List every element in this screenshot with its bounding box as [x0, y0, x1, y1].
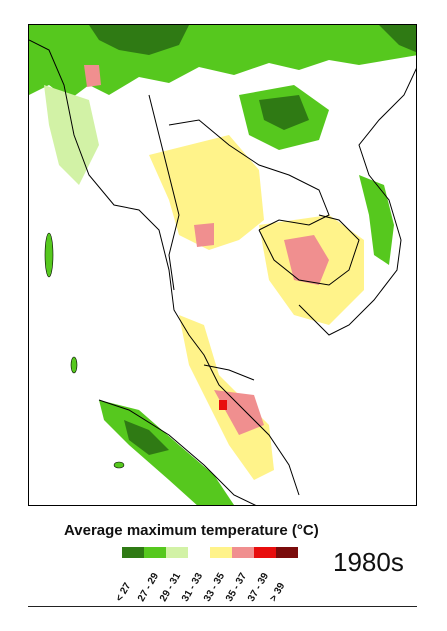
patch-myanmar-lightgreen [44, 85, 99, 185]
patch-peninsula-red [219, 400, 227, 410]
legend-label-3: 31 - 33 [180, 571, 206, 604]
temperature-patches [29, 25, 416, 505]
legend-label-4: 33 - 35 [202, 571, 228, 604]
patch-laos-darkgreen [259, 95, 309, 130]
legend-swatch-5 [232, 547, 254, 558]
coastline-east [298, 68, 416, 336]
border-myanmar-thailand [148, 94, 180, 291]
patch-north-darkgreen [89, 25, 189, 55]
decade-label: 1980s [333, 547, 404, 577]
island-nicobar [70, 356, 78, 374]
bottom-divider [28, 606, 417, 607]
island-small-1 [113, 461, 125, 469]
legend-label-5: 35 - 37 [224, 571, 250, 604]
legend-swatch-1 [144, 547, 166, 558]
patch-sumatra-green [99, 400, 234, 505]
legend-swatch-3 [188, 547, 210, 558]
legend-color-bar [122, 547, 298, 558]
patch-myanmar-west-pink [84, 65, 101, 87]
border-malaysia [203, 364, 255, 381]
patch-vietnam-coast-green [359, 175, 394, 265]
coastline-mainland [29, 39, 300, 496]
country-borders [29, 39, 416, 505]
legend-swatch-7 [276, 547, 298, 558]
legend-swatch-0 [122, 547, 144, 558]
islands [44, 232, 125, 469]
coastline-sumatra [98, 399, 256, 505]
legend-label-0: < 27 [114, 581, 134, 604]
patch-bangkok-pink [194, 223, 214, 247]
patch-northeast-darkgreen [379, 25, 416, 53]
legend-title: Average maximum temperature (°C) [64, 522, 319, 539]
legend-label-7: > 39 [268, 581, 288, 604]
legend-swatch-6 [254, 547, 276, 558]
patch-cambodia-pink [284, 235, 329, 285]
border-thailand-laos [168, 119, 330, 231]
legend-label-1: 27 - 29 [136, 571, 162, 604]
legend-swatch-4 [210, 547, 232, 558]
map-svg [29, 25, 416, 505]
temperature-map [28, 24, 417, 506]
legend-label-6: 37 - 39 [246, 571, 272, 604]
island-andaman [44, 232, 54, 278]
legend-label-2: 29 - 31 [158, 571, 184, 604]
legend-swatch-2 [166, 547, 188, 558]
patch-sumatra-darkgreen [124, 420, 169, 455]
border-cambodia [258, 214, 360, 286]
patch-north-green [29, 25, 416, 100]
